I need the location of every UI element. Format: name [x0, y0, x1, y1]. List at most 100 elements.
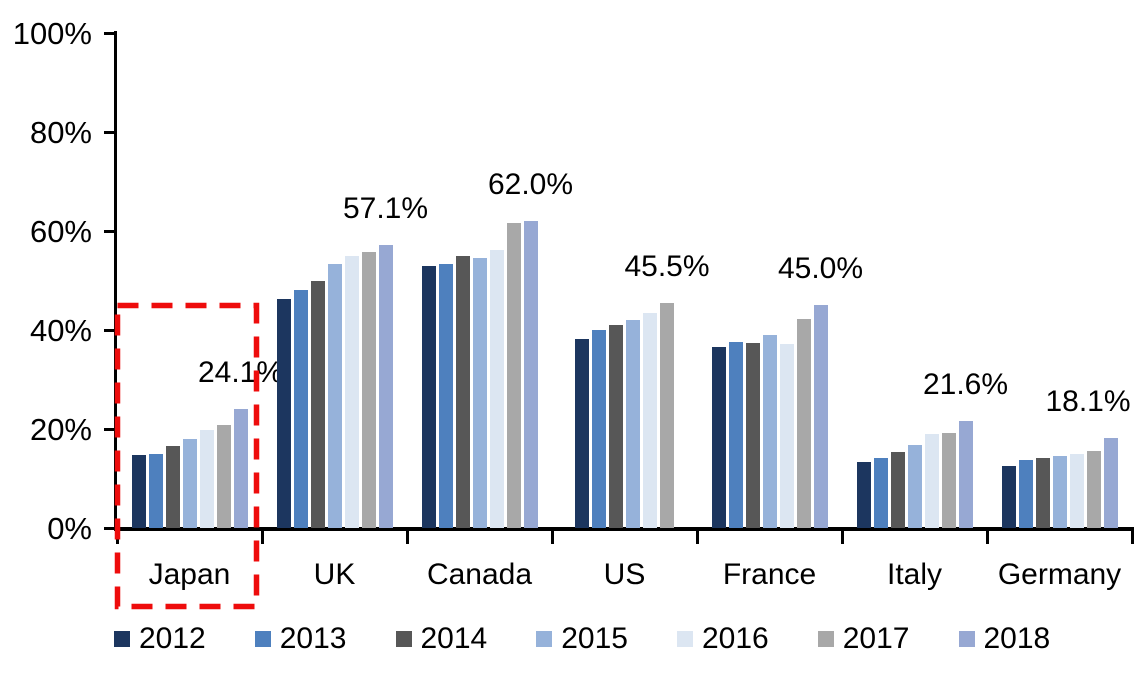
x-axis-tick — [985, 531, 989, 544]
bar-germany-2018 — [1103, 438, 1118, 528]
bar-germany-2012 — [1001, 466, 1016, 528]
y-axis-tick-label: 40% — [29, 313, 92, 348]
y-axis-tick — [104, 130, 114, 134]
bar-us-2017 — [660, 302, 674, 528]
bar-canada-2013 — [438, 263, 453, 528]
bar-uk-2018 — [378, 245, 393, 528]
bar-us-2015 — [626, 320, 640, 528]
y-axis-tick-label: 20% — [29, 412, 92, 447]
legend-swatch — [677, 631, 693, 647]
bar-germany-2013 — [1018, 459, 1033, 528]
bar-germany-2017 — [1086, 450, 1101, 528]
bar-italy-2012 — [856, 462, 871, 528]
legend-label: 2016 — [702, 622, 769, 655]
data-label-germany: 18.1% — [1045, 385, 1131, 419]
y-axis-tick — [104, 427, 114, 431]
bar-germany-2014 — [1035, 457, 1050, 528]
x-axis-tick — [260, 531, 264, 544]
x-axis-label-canada: Canada — [426, 558, 533, 591]
x-axis-line — [114, 527, 1134, 531]
legend-item-2012: 2012 — [114, 624, 206, 654]
bar-japan-2013 — [148, 454, 163, 528]
x-axis-label-germany: Germany — [997, 558, 1122, 591]
data-label-uk: 57.1% — [342, 192, 429, 226]
bar-germany-2015 — [1052, 455, 1067, 528]
bar-us-2012 — [575, 338, 589, 528]
bar-japan-2014 — [165, 445, 180, 528]
bar-france-2014 — [745, 342, 760, 528]
bar-canada-2015 — [472, 258, 487, 528]
bar-germany-2016 — [1069, 453, 1084, 528]
legend-swatch — [114, 631, 130, 647]
bar-france-2016 — [779, 343, 794, 528]
bar-canada-2012 — [421, 265, 436, 528]
bar-france-2015 — [762, 334, 777, 528]
bar-canada-2018 — [523, 221, 538, 528]
y-axis-tick-label: 80% — [29, 115, 92, 150]
legend-item-2015: 2015 — [536, 624, 628, 654]
y-axis-tick-label: 60% — [29, 214, 92, 249]
bar-us-2013 — [592, 329, 606, 528]
bar-france-2012 — [711, 347, 726, 528]
legend-swatch — [958, 631, 975, 647]
data-label-japan: 24.1% — [197, 355, 284, 389]
bar-italy-2016 — [924, 434, 939, 528]
bar-japan-2015 — [182, 439, 197, 528]
bar-uk-2015 — [327, 263, 342, 528]
legend-swatch — [536, 631, 553, 647]
legend-label: 2018 — [983, 622, 1051, 655]
y-axis-tick — [104, 328, 114, 332]
x-axis-tick — [550, 531, 554, 544]
x-axis-label-japan: Japan — [148, 558, 231, 591]
legend-label: 2012 — [139, 622, 206, 655]
legend-item-2013: 2013 — [254, 622, 347, 655]
data-label-italy: 21.6% — [922, 368, 1009, 402]
legend-label: 2017 — [842, 622, 910, 655]
bar-canada-2014 — [455, 256, 470, 528]
data-label-france: 45.0% — [777, 252, 864, 286]
bar-us-2014 — [609, 324, 623, 528]
x-axis-label-italy: Italy — [886, 558, 943, 591]
bar-japan-2017 — [216, 424, 231, 528]
x-axis-label-us: US — [603, 558, 646, 591]
bar-uk-2014 — [310, 280, 325, 528]
legend-swatch — [254, 631, 271, 647]
bar-japan-2012 — [131, 454, 146, 528]
bar-france-2017 — [796, 318, 811, 528]
y-axis-tick-label: 100% — [12, 16, 92, 51]
bar-us-2016 — [643, 312, 657, 528]
bar-uk-2012 — [276, 298, 291, 528]
x-axis-label-france: France — [722, 558, 817, 591]
legend-label: 2013 — [279, 622, 347, 655]
bar-japan-2016 — [199, 429, 214, 528]
y-axis-tick-label: 0% — [47, 511, 92, 546]
bar-canada-2016 — [489, 250, 504, 528]
bar-italy-2015 — [907, 445, 922, 528]
bar-italy-2014 — [890, 452, 905, 528]
bar-uk-2013 — [293, 290, 308, 528]
x-axis-tick — [1130, 531, 1134, 544]
legend-item-2018: 2018 — [958, 622, 1051, 655]
legend-swatch — [395, 631, 412, 647]
legend-label: 2014 — [420, 622, 488, 655]
y-axis-line — [114, 31, 117, 531]
data-label-canada: 62.0% — [487, 168, 574, 202]
data-label-us: 45.5% — [624, 249, 710, 283]
y-axis-tick — [104, 229, 114, 233]
legend-label: 2015 — [561, 622, 628, 655]
legend: 2012 2013 2014 2015 2016 2017 2018 — [114, 624, 1050, 654]
legend-item-2016: 2016 — [677, 624, 769, 654]
bar-japan-2018 — [233, 408, 248, 528]
x-axis-tick — [115, 531, 119, 544]
legend-item-2017: 2017 — [817, 622, 910, 655]
legend-item-2014: 2014 — [395, 622, 488, 655]
bar-uk-2017 — [361, 251, 376, 528]
bar-italy-2018 — [958, 421, 973, 528]
bar-italy-2013 — [873, 458, 888, 528]
bar-uk-2016 — [344, 256, 359, 528]
bar-france-2013 — [728, 342, 743, 528]
y-axis-tick — [104, 31, 114, 35]
legend-swatch — [817, 631, 834, 647]
bar-italy-2017 — [941, 433, 956, 528]
